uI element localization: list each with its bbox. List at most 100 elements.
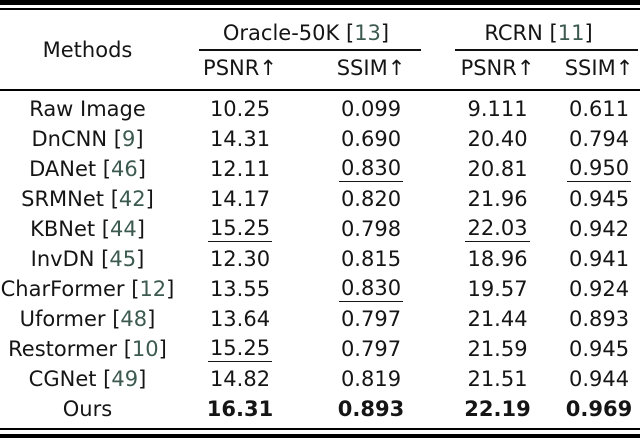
citation-number[interactable]: 48 [120, 307, 148, 331]
bracket: [ [113, 127, 122, 151]
value-cell: 13.55 [175, 274, 305, 304]
bracket: ] [147, 307, 156, 331]
metric-value: 14.82 [209, 367, 271, 391]
value-cell: 22.03 [437, 214, 558, 244]
bracket: ] [145, 187, 154, 211]
metric-value: 0.893 [568, 307, 630, 331]
table-row: Uformer [48] 13.64 0.797 21.44 0.893 [0, 304, 640, 334]
table-row: SRMNet [42] 14.17 0.820 21.96 0.945 [0, 184, 640, 214]
citation: [49] [103, 367, 146, 391]
metric-value: 20.40 [467, 127, 528, 151]
value-cell: 0.690 [305, 124, 437, 154]
value-cell: 0.099 [305, 90, 437, 124]
value-cell: 0.819 [305, 364, 437, 394]
value-cell: 14.31 [175, 124, 305, 154]
value-cell: 20.81 [437, 154, 558, 184]
header-row-metrics: PSNR↑ SSIM↑ PSNR↑ SSIM↑ [0, 51, 640, 91]
method-name: Raw Image [29, 97, 146, 121]
table-row: KBNet [44] 15.25 0.798 22.03 0.942 [0, 214, 640, 244]
method-cell: KBNet [44] [0, 214, 175, 244]
method-cell: Uformer [48] [0, 304, 175, 334]
metric-value: 18.96 [467, 247, 528, 271]
method-cell: DANet [46] [0, 154, 175, 184]
citation-number[interactable]: 9 [121, 127, 136, 151]
citation-number[interactable]: 44 [110, 217, 137, 241]
citation: [11] [549, 21, 593, 45]
value-cell: 0.820 [305, 184, 437, 214]
metric-value: 15.25 [207, 216, 273, 243]
table-row: DnCNN [9] 14.31 0.690 20.40 0.794 [0, 124, 640, 154]
method-cell: InvDN [45] [0, 244, 175, 274]
metric-value: 15.25 [207, 336, 273, 363]
value-cell: 0.830 [305, 274, 437, 304]
bracket: ] [158, 337, 167, 361]
bracket: [ [101, 247, 110, 271]
group-title-oracle50k: Oracle-50K [13] [175, 21, 437, 45]
value-cell: 0.942 [558, 214, 640, 244]
citation: [9] [114, 127, 144, 151]
value-cell: 18.96 [437, 244, 558, 274]
value-cell: 0.797 [305, 304, 437, 334]
bracket: [ [101, 217, 110, 241]
citation-number[interactable]: 11 [557, 21, 585, 45]
value-cell: 9.111 [437, 90, 558, 124]
method-name: InvDN [30, 247, 95, 271]
value-cell: 21.51 [437, 364, 558, 394]
value-cell: 10.25 [175, 90, 305, 124]
citation: [46] [103, 157, 146, 181]
value-cell: 0.611 [558, 90, 640, 124]
metric-value: 0.794 [568, 127, 630, 151]
citation-number[interactable]: 45 [109, 247, 137, 271]
metric-value: 20.81 [467, 157, 528, 181]
value-cell: 0.941 [558, 244, 640, 274]
value-cell: 0.944 [558, 364, 640, 394]
citation-number[interactable]: 49 [111, 367, 139, 391]
metric-value: 0.819 [340, 367, 402, 391]
value-cell: 0.798 [305, 214, 437, 244]
citation-number[interactable]: 13 [354, 21, 381, 45]
method-cell: Restormer [10] [0, 334, 175, 364]
value-cell: 15.25 [175, 334, 305, 364]
metric-value: 0.942 [568, 217, 630, 241]
metric-value: 0.611 [568, 97, 630, 121]
citation: [13] [345, 21, 390, 45]
method-cell: CGNet [49] [0, 364, 175, 394]
metric-value: 0.941 [568, 247, 630, 271]
metric-value: 0.690 [340, 127, 402, 151]
methods-column-header: Methods [0, 10, 175, 91]
citation-number[interactable]: 12 [139, 277, 167, 301]
value-cell: 22.19 [437, 394, 558, 424]
citation-number[interactable]: 10 [131, 337, 159, 361]
top-rule-thin [0, 8, 640, 10]
bracket: ] [136, 217, 145, 241]
value-cell: 14.82 [175, 364, 305, 394]
cmidrule-rcrn [455, 49, 639, 51]
metric-value: 0.945 [568, 337, 630, 361]
metric-value: 21.51 [467, 367, 528, 391]
value-cell: 0.950 [558, 154, 640, 184]
table-row: Restormer [10] 15.25 0.797 21.59 0.945 [0, 334, 640, 364]
metric-value: 0.830 [338, 156, 404, 183]
metric-value: 0.945 [568, 187, 630, 211]
top-rule-thick [0, 0, 640, 5]
metric-value: 19.57 [467, 277, 528, 301]
citation-number[interactable]: 42 [118, 187, 146, 211]
bracket: ] [138, 367, 147, 391]
metric-header-psnr-oracle: PSNR↑ [175, 51, 305, 91]
value-cell: 12.11 [175, 154, 305, 184]
method-name: CGNet [28, 367, 97, 391]
table-row: Ours 16.31 0.893 22.19 0.969 [0, 394, 640, 424]
metric-value: 13.55 [209, 277, 271, 301]
table-row: Raw Image 10.25 0.099 9.111 0.611 [0, 90, 640, 124]
value-cell: 0.830 [305, 154, 437, 184]
value-cell: 0.945 [558, 334, 640, 364]
citation: [44] [102, 217, 145, 241]
citation-number[interactable]: 46 [110, 157, 138, 181]
value-cell: 21.96 [437, 184, 558, 214]
metric-value: 0.815 [340, 247, 402, 271]
group-header-oracle50k: Oracle-50K [13] [175, 10, 437, 51]
dataset-name: Oracle-50K [222, 21, 340, 45]
citation: [12] [131, 277, 174, 301]
metric-value: 0.797 [340, 307, 402, 331]
